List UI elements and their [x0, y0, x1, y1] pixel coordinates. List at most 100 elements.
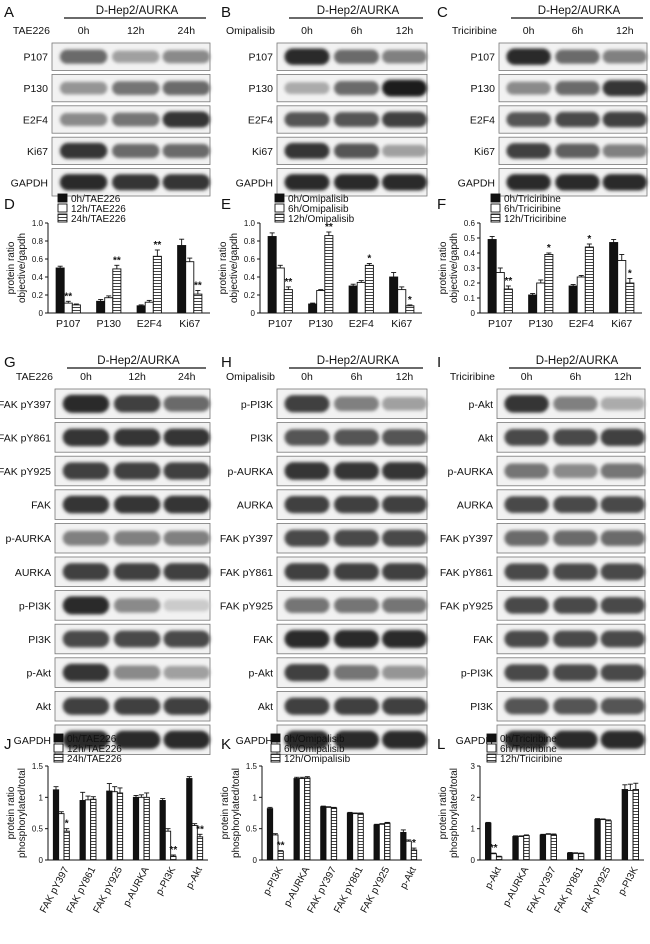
bar: [621, 789, 629, 861]
protein-label: p-PI3K: [19, 600, 51, 612]
panel-letter: H: [221, 354, 232, 371]
band: [59, 142, 108, 159]
band: [382, 79, 427, 97]
panel-letter: D: [4, 196, 15, 213]
protein-label: p-Akt: [26, 668, 51, 680]
bar: [96, 300, 106, 314]
band: [334, 529, 379, 547]
y-tick-label: 1.0: [32, 219, 44, 228]
bar: [405, 840, 412, 861]
y-axis-label: protein ratio: [6, 786, 17, 839]
legend-swatch: [270, 743, 281, 753]
band: [334, 629, 379, 649]
legend-label: 12h/Triciribine: [500, 754, 563, 765]
band: [506, 48, 551, 65]
y-tick-label: 0.8: [244, 237, 256, 246]
bar: [71, 304, 81, 314]
protein-label: AURKA: [237, 500, 273, 512]
band: [334, 429, 379, 446]
legend-label: 12h/TAE226: [67, 744, 122, 755]
bar: [523, 835, 530, 861]
bar: [364, 264, 374, 314]
band: [284, 429, 330, 446]
bar: [545, 833, 552, 861]
band: [602, 111, 647, 128]
band: [382, 529, 427, 547]
bar: [308, 303, 318, 314]
y-tick-label: 0.5: [464, 234, 476, 243]
bar: [55, 267, 65, 314]
protein-label: FAK: [253, 634, 273, 646]
y-axis-label: phosphorylated/total: [231, 768, 242, 858]
band: [600, 596, 645, 614]
x-tick-label: p-PI3K: [154, 865, 178, 897]
band: [113, 495, 161, 514]
bar: [346, 812, 354, 861]
band: [334, 730, 379, 749]
x-tick-label: p-Akt: [184, 865, 205, 891]
x-tick-label: p-AURKA: [501, 865, 531, 909]
bar: [304, 777, 311, 861]
y-tick-label: 1.5: [246, 762, 258, 771]
band: [113, 630, 161, 648]
treatment-label: TAE226: [16, 371, 53, 383]
panel-letter: K: [221, 736, 231, 753]
legend-swatch: [53, 743, 64, 753]
band: [62, 630, 110, 648]
x-tick-label: P107: [268, 318, 293, 330]
time-label: 6h: [351, 371, 363, 383]
time-label: 24h: [178, 371, 196, 383]
bar: [528, 294, 538, 314]
band: [334, 112, 379, 127]
protein-label: FAK pY397: [220, 533, 273, 545]
protein-label: Ki67: [474, 146, 495, 158]
band: [553, 563, 598, 581]
blot-panel-G: G D-Hep2/AURKA TAE226 0h 12h 24h FAK pY397 FAK …: [0, 354, 211, 756]
y-tick-label: 0.2: [244, 291, 256, 300]
bar: [79, 800, 86, 861]
band: [382, 665, 427, 680]
band: [382, 397, 427, 411]
band: [382, 495, 427, 514]
bar: [577, 853, 585, 861]
band: [112, 50, 160, 63]
band: [163, 665, 210, 680]
bar: [576, 276, 586, 314]
legend-swatch: [274, 213, 285, 223]
x-tick-label: P107: [56, 318, 81, 330]
bar: [325, 806, 332, 861]
band: [284, 529, 330, 547]
bar: [384, 822, 391, 861]
band: [163, 599, 210, 612]
blot-panel-A: A D-Hep2/AURKA TAE226 0h 12h 24h P107 P130 E2F4 K…: [4, 4, 211, 197]
y-tick-label: 1: [253, 793, 258, 802]
band: [163, 462, 210, 480]
protein-label: GAPDH: [236, 735, 273, 747]
band: [334, 143, 379, 159]
y-axis-label: objective/gapdh: [17, 233, 28, 303]
y-tick-label: 0.2: [464, 279, 476, 288]
panel-letter: G: [4, 354, 16, 371]
significance-mark: **: [284, 277, 292, 288]
band: [602, 80, 647, 97]
bar: [539, 834, 547, 861]
protein-label: PI3K: [250, 432, 273, 444]
bar: [410, 849, 418, 861]
y-tick-label: 0.6: [32, 255, 44, 264]
protein-label: GAPDH: [456, 735, 493, 747]
y-tick-label: 0.6: [244, 255, 256, 264]
legend-swatch: [274, 193, 285, 203]
band: [504, 530, 549, 546]
band: [113, 395, 161, 413]
band: [382, 111, 427, 128]
treatment-label: TAE226: [13, 25, 50, 37]
x-tick-label: p-PI3K: [262, 865, 286, 897]
blot-panel-C: C D-Hep2/AURKA Triciribine 0h 6h 12h P107 P130 E…: [437, 4, 648, 197]
band: [600, 697, 645, 715]
x-tick-label: p-AURKA: [282, 865, 312, 909]
band: [62, 462, 110, 480]
x-tick-label: p-Akt: [483, 865, 504, 891]
time-label: 24h: [178, 25, 196, 37]
band: [113, 598, 161, 613]
